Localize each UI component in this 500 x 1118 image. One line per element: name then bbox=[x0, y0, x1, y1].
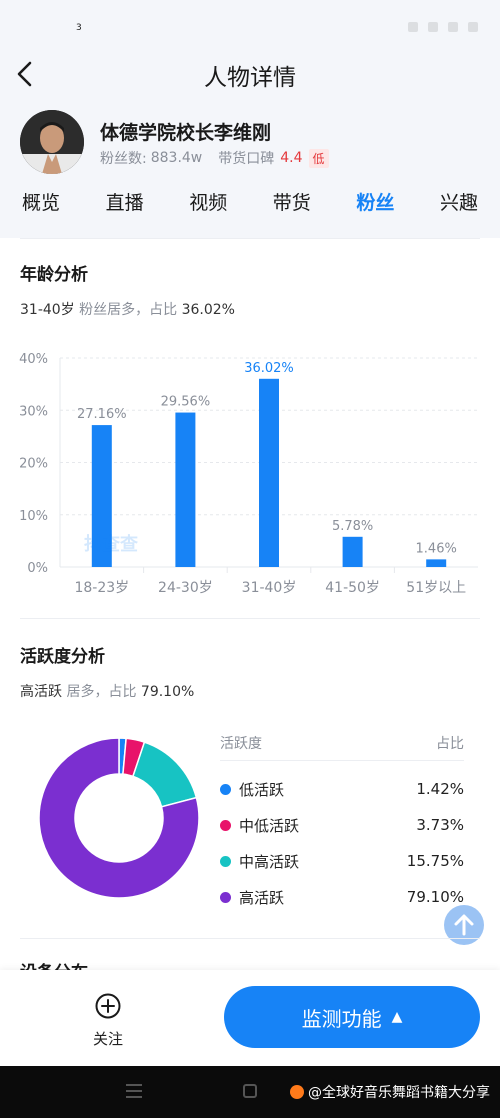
activity-summary-group: 高活跃 bbox=[20, 684, 62, 700]
legend-label: 高活跃 bbox=[239, 888, 285, 907]
legend-value: 15.75% bbox=[406, 852, 464, 870]
watermark: 抖查查 bbox=[84, 534, 138, 555]
divider bbox=[20, 238, 480, 239]
rating-value: 4.4 bbox=[280, 150, 303, 166]
x-tick-label: 41-50岁 bbox=[325, 580, 380, 596]
bar-value-label: 27.16% bbox=[77, 407, 127, 422]
menu-icon[interactable] bbox=[126, 1084, 142, 1098]
legend-row-mid-high: 中高活跃 15.75% bbox=[220, 849, 464, 873]
status-bar: 3 bbox=[0, 0, 500, 50]
caret-up-icon: ▲ bbox=[391, 1009, 403, 1025]
bar bbox=[426, 559, 447, 567]
follow-label: 关注 bbox=[92, 1030, 123, 1048]
bar bbox=[175, 412, 196, 567]
page-title: 人物详情 bbox=[204, 65, 296, 91]
bar-value-label: 5.78% bbox=[332, 519, 373, 534]
monitor-label: 监测功能 bbox=[301, 1006, 382, 1031]
y-tick-label: 20% bbox=[19, 457, 48, 472]
y-tick-label: 0% bbox=[27, 561, 48, 576]
age-summary-value: 36.02% bbox=[181, 302, 235, 318]
tab-interests[interactable]: 兴趣 bbox=[439, 192, 478, 214]
legend-dot bbox=[220, 855, 231, 867]
activity-donut-chart bbox=[38, 737, 200, 899]
legend-label: 中低活跃 bbox=[239, 816, 300, 835]
bar bbox=[259, 378, 279, 567]
legend-row-mid-low: 中低活跃 3.73% bbox=[220, 813, 464, 837]
donut-slice bbox=[38, 737, 200, 899]
home-icon[interactable] bbox=[243, 1084, 257, 1098]
y-tick-label: 40% bbox=[19, 352, 48, 367]
nav-bar: 人物详情 bbox=[0, 50, 500, 98]
activity-summary: 高活跃 居多，占比 79.10% bbox=[20, 681, 194, 701]
y-tick-label: 30% bbox=[19, 404, 48, 419]
age-bar-chart: 0% 10% 20% 30% 40% 27.16% 18-23岁 29.56% 24-30岁 36… bbox=[19, 352, 478, 596]
bar-value-label: 29.56% bbox=[161, 395, 211, 410]
legend-label: 中高活跃 bbox=[239, 852, 300, 871]
source-logo-icon bbox=[290, 1085, 304, 1099]
legend-dot bbox=[220, 891, 231, 903]
activity-section-title: 活跃度分析 bbox=[20, 647, 105, 667]
x-tick-label: 18-23岁 bbox=[74, 580, 129, 596]
age-summary: 31-40岁 粉丝居多，占比 36.02% bbox=[20, 299, 235, 319]
tab-sales[interactable]: 带货 bbox=[272, 192, 311, 214]
legend-label: 低活跃 bbox=[239, 780, 285, 799]
fans-label: 粉丝数: bbox=[100, 151, 147, 167]
activity-summary-value: 79.10% bbox=[140, 684, 195, 700]
y-tick-label: 10% bbox=[19, 509, 48, 524]
device-section-title: 设备分布 bbox=[20, 958, 88, 972]
legend-dot bbox=[220, 819, 231, 831]
donut-slice bbox=[132, 741, 198, 808]
profile-name: 体德学院校长李维刚 bbox=[100, 122, 272, 144]
age-summary-group: 31-40岁 bbox=[20, 302, 75, 318]
tab-video[interactable]: 视频 bbox=[189, 192, 228, 214]
x-tick-label: 51岁以上 bbox=[406, 580, 466, 596]
follow-button[interactable]: 关注 bbox=[78, 992, 138, 1049]
source-credit: @全球好音乐舞蹈书籍大分享 bbox=[290, 1082, 490, 1102]
system-nav-bar: @全球好音乐舞蹈书籍大分享 bbox=[0, 1066, 500, 1118]
age-summary-text: 粉丝居多，占比 bbox=[79, 302, 178, 318]
status-icons bbox=[408, 22, 478, 32]
plus-circle-icon bbox=[95, 993, 121, 1019]
legend-header-left: 活跃度 bbox=[220, 736, 262, 752]
arrow-up-icon bbox=[454, 914, 474, 936]
legend-value: 79.10% bbox=[406, 888, 464, 906]
scroll-to-top-button[interactable] bbox=[444, 905, 484, 945]
legend-dot bbox=[220, 783, 231, 795]
divider bbox=[20, 618, 480, 619]
divider bbox=[20, 938, 480, 939]
profile-meta: 粉丝数: 883.4w 带货口碑 4.4 低 bbox=[100, 148, 329, 168]
tab-overview[interactable]: 概览 bbox=[22, 192, 61, 214]
x-tick-label: 31-40岁 bbox=[242, 580, 297, 596]
tab-live[interactable]: 直播 bbox=[105, 192, 144, 214]
legend-value: 3.73% bbox=[416, 816, 464, 834]
tab-bar: 概览 直播 视频 带货 粉丝 兴趣 bbox=[0, 188, 500, 228]
x-tick-label: 24-30岁 bbox=[158, 580, 213, 596]
avatar[interactable] bbox=[20, 110, 84, 174]
rating-badge: 低 bbox=[308, 148, 329, 168]
fans-value: 883.4w bbox=[150, 150, 203, 166]
bar bbox=[91, 425, 112, 567]
legend-row-high: 高活跃 79.10% bbox=[220, 885, 464, 909]
rating-label: 带货口碑 bbox=[218, 151, 275, 167]
back-arrow-icon[interactable] bbox=[10, 58, 42, 90]
signal-indicator: 3 bbox=[76, 23, 82, 33]
legend-row-low: 低活跃 1.42% bbox=[220, 777, 464, 801]
profile-header: 体德学院校长李维刚 粉丝数: 883.4w 带货口碑 4.4 低 bbox=[0, 98, 500, 238]
age-section-title: 年龄分析 bbox=[20, 265, 88, 285]
credit-text: @全球好音乐舞蹈书籍大分享 bbox=[308, 1085, 490, 1101]
monitor-features-button[interactable]: 监测功能 ▲ bbox=[224, 986, 480, 1048]
bottom-action-bar: 关注 监测功能 ▲ bbox=[0, 970, 500, 1066]
bar-value-label: 36.02% bbox=[244, 361, 294, 376]
legend-header: 活跃度 占比 bbox=[220, 733, 464, 761]
legend-value: 1.42% bbox=[416, 780, 464, 798]
bar-value-label: 1.46% bbox=[416, 541, 457, 556]
legend-header-right: 占比 bbox=[436, 736, 464, 752]
activity-summary-text: 居多，占比 bbox=[66, 684, 137, 700]
bar bbox=[342, 536, 363, 567]
tab-fans[interactable]: 粉丝 bbox=[356, 192, 395, 214]
